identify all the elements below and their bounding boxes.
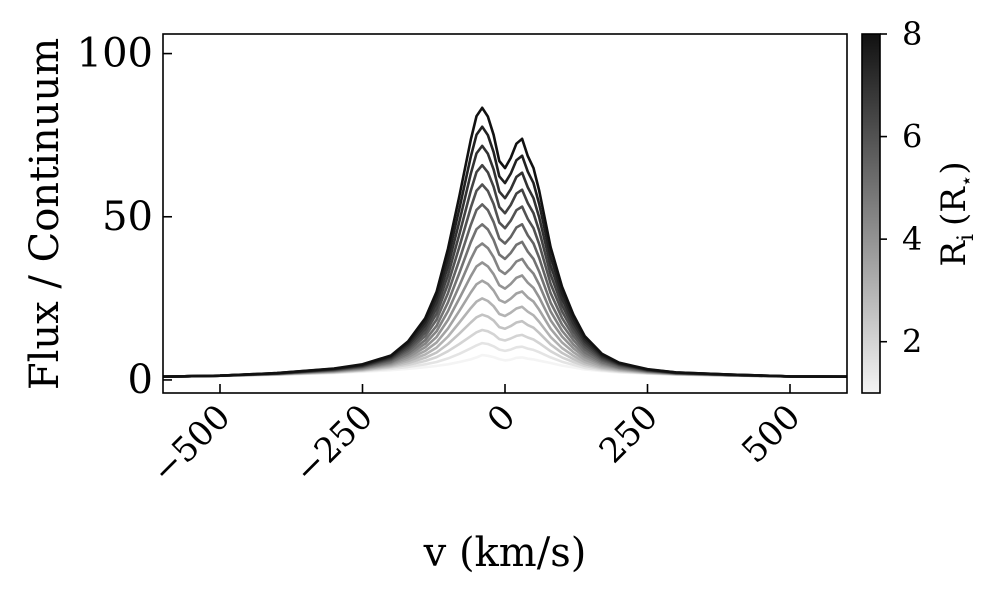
- colorbar-label: Ri (R⋆): [934, 161, 979, 266]
- colorbar-gradient: [861, 33, 881, 394]
- colorbar-label-rest: (R: [934, 186, 974, 226]
- series-line-14: [163, 106, 847, 378]
- series-line-3: [163, 313, 847, 378]
- colorbar-label-sub: i: [954, 234, 979, 241]
- x-tick-label: −500: [144, 397, 238, 491]
- colorbar-label-main: R: [934, 240, 974, 267]
- x-axis-label: v (km/s): [423, 530, 587, 576]
- colorbar-tick-label: 6: [902, 118, 922, 156]
- series-line-4: [163, 297, 847, 378]
- colorbar-ticks: 2 4 6 8: [880, 15, 922, 361]
- y-tick-label: 0: [128, 357, 153, 403]
- colorbar-tick-label: 2: [902, 323, 922, 361]
- colorbar-label-star: ⋆: [954, 175, 978, 188]
- x-tick-label: 250: [592, 397, 666, 471]
- series-line-7: [163, 242, 847, 378]
- colorbar-label-close: ): [934, 161, 974, 174]
- y-tick-label: 100: [77, 31, 153, 77]
- series-line-12: [163, 144, 847, 378]
- x-axis: −500 −250 0 250 500: [144, 384, 808, 491]
- y-axis: 0 50 100: [77, 31, 172, 403]
- y-axis-label: Flux / Continuum: [22, 38, 68, 390]
- series-line-2: [163, 328, 847, 378]
- x-tick-label: 500: [734, 397, 808, 471]
- series-layer: [163, 106, 847, 378]
- colorbar: 2 4 6 8 Ri (R⋆): [861, 15, 979, 394]
- x-tick-label: −250: [287, 397, 381, 491]
- y-tick-label: 50: [102, 194, 153, 240]
- series-line-8: [163, 223, 847, 378]
- colorbar-tick-label: 8: [902, 15, 922, 53]
- colorbar-tick-label: 4: [902, 220, 922, 258]
- x-tick-label: 0: [480, 397, 524, 441]
